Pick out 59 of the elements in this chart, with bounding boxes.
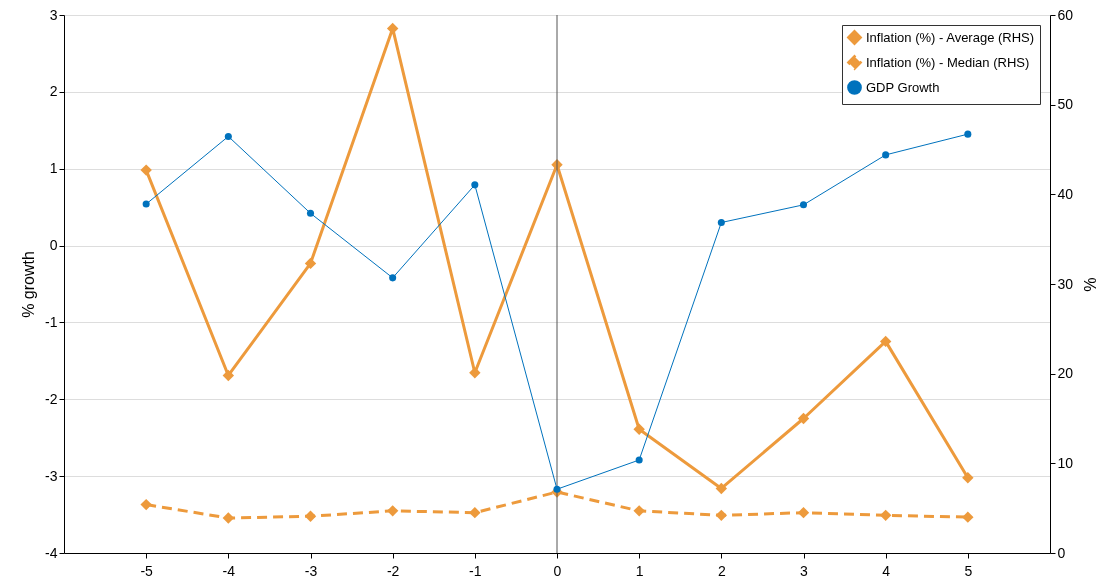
point bbox=[717, 218, 725, 227]
point bbox=[882, 151, 890, 159]
point bbox=[389, 274, 397, 282]
point bbox=[142, 200, 150, 208]
point bbox=[471, 181, 479, 189]
y2-tick-label: 20 bbox=[1057, 365, 1074, 382]
y-tick-label: -2 bbox=[45, 390, 58, 407]
point bbox=[304, 257, 317, 270]
point bbox=[715, 509, 728, 522]
y-tick-label: -4 bbox=[45, 544, 58, 561]
point bbox=[964, 130, 972, 138]
point bbox=[879, 335, 892, 348]
point bbox=[633, 505, 645, 517]
point bbox=[962, 471, 974, 484]
y-tick-label: -3 bbox=[45, 467, 58, 484]
x-tick-label: 1 bbox=[635, 562, 644, 579]
y-tick-label: 3 bbox=[49, 6, 58, 23]
point bbox=[797, 506, 810, 519]
y-tick-label: -1 bbox=[45, 313, 58, 330]
point bbox=[222, 369, 235, 382]
point bbox=[635, 456, 643, 464]
point bbox=[386, 22, 399, 35]
y-tick-label: 1 bbox=[49, 160, 58, 177]
point bbox=[799, 201, 808, 209]
x-tick-label: -5 bbox=[140, 562, 154, 579]
x-tick-label: 4 bbox=[882, 562, 891, 579]
y2-tick-label: 10 bbox=[1057, 454, 1074, 471]
y-tick-label: 0 bbox=[49, 237, 58, 254]
point bbox=[797, 412, 810, 425]
y2-axis-title: % bbox=[1081, 277, 1099, 292]
y2-tick-label: 0 bbox=[1057, 544, 1066, 561]
point bbox=[633, 423, 645, 435]
legend-label: Inflation (%) - Median (RHS) bbox=[866, 54, 1030, 70]
point bbox=[306, 209, 315, 217]
legend-label: GDP Growth bbox=[866, 79, 940, 95]
point bbox=[715, 482, 728, 495]
x-tick-label: -2 bbox=[386, 562, 400, 579]
y-tick-label: 2 bbox=[49, 83, 58, 100]
point bbox=[140, 164, 152, 176]
y2-tick-label: 50 bbox=[1057, 96, 1074, 113]
point bbox=[224, 132, 232, 140]
y2-tick-label: 40 bbox=[1057, 185, 1074, 202]
point bbox=[469, 506, 481, 519]
point bbox=[469, 367, 481, 379]
point bbox=[962, 511, 974, 523]
point bbox=[140, 498, 152, 511]
x-tick-label: 3 bbox=[800, 562, 809, 579]
x-tick-label: -1 bbox=[469, 562, 482, 579]
y2-tick-label: 60 bbox=[1057, 6, 1074, 23]
x-tick-label: 2 bbox=[717, 562, 726, 579]
legend-label: Inflation (%) - Average (RHS) bbox=[866, 29, 1035, 45]
x-tick-label: -4 bbox=[222, 562, 236, 579]
point bbox=[304, 510, 317, 522]
x-tick-label: -3 bbox=[304, 562, 318, 579]
y2-tick-label: 30 bbox=[1057, 275, 1074, 292]
x-tick-label: 0 bbox=[553, 562, 562, 579]
x-tick-label: 5 bbox=[964, 562, 973, 579]
point bbox=[553, 485, 561, 493]
y-axis-title: % growth bbox=[20, 251, 38, 318]
